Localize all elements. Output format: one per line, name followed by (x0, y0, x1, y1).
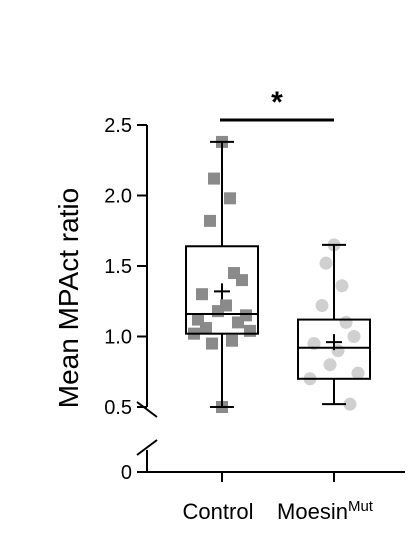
data-point (335, 279, 349, 293)
box-group (185, 135, 259, 413)
data-point (236, 274, 248, 287)
y-tick-label: 1.0 (104, 327, 132, 349)
data-point (208, 172, 220, 185)
y-tick-label: 2.0 (104, 186, 132, 208)
y-axis (136, 125, 158, 472)
data-point (323, 358, 337, 372)
data-point (226, 334, 238, 347)
data-point (204, 214, 216, 227)
axis-break-mark-upper (136, 401, 158, 418)
data-point (339, 315, 353, 329)
category-label-control: Control (183, 499, 254, 524)
boxes (185, 135, 371, 413)
data-point (212, 305, 224, 318)
y-tick-label: 0.5 (104, 397, 132, 419)
data-point (224, 192, 236, 205)
axis-break-mark-lower (136, 439, 158, 456)
data-point (196, 288, 208, 301)
data-point (347, 330, 361, 343)
y-tick-label: 1.5 (104, 256, 132, 278)
box-iqr (185, 245, 259, 335)
data-point (206, 337, 218, 350)
category-label-moesin: MoesinMut (277, 498, 374, 524)
y-tick-label: 2.5 (104, 115, 132, 137)
significance-asterisk: * (271, 86, 283, 119)
box-group (297, 238, 371, 411)
data-point (244, 324, 256, 337)
box-iqr (297, 318, 371, 380)
x-ticks (221, 472, 335, 482)
data-point (315, 298, 329, 312)
category-label-moesin-superscript: Mut (348, 498, 374, 515)
data-point (351, 366, 365, 380)
y-axis-label: Mean MPAct ratio (53, 188, 84, 408)
data-point (232, 316, 244, 329)
y-tick-label: 0 (121, 462, 132, 484)
data-point (319, 256, 333, 270)
data-point (343, 397, 357, 411)
data-point (200, 322, 212, 335)
y-ticks: 2.5 2.0 1.5 1.0 0.5 0 (104, 115, 147, 484)
category-label-moesin-text: Moesin (277, 499, 348, 524)
